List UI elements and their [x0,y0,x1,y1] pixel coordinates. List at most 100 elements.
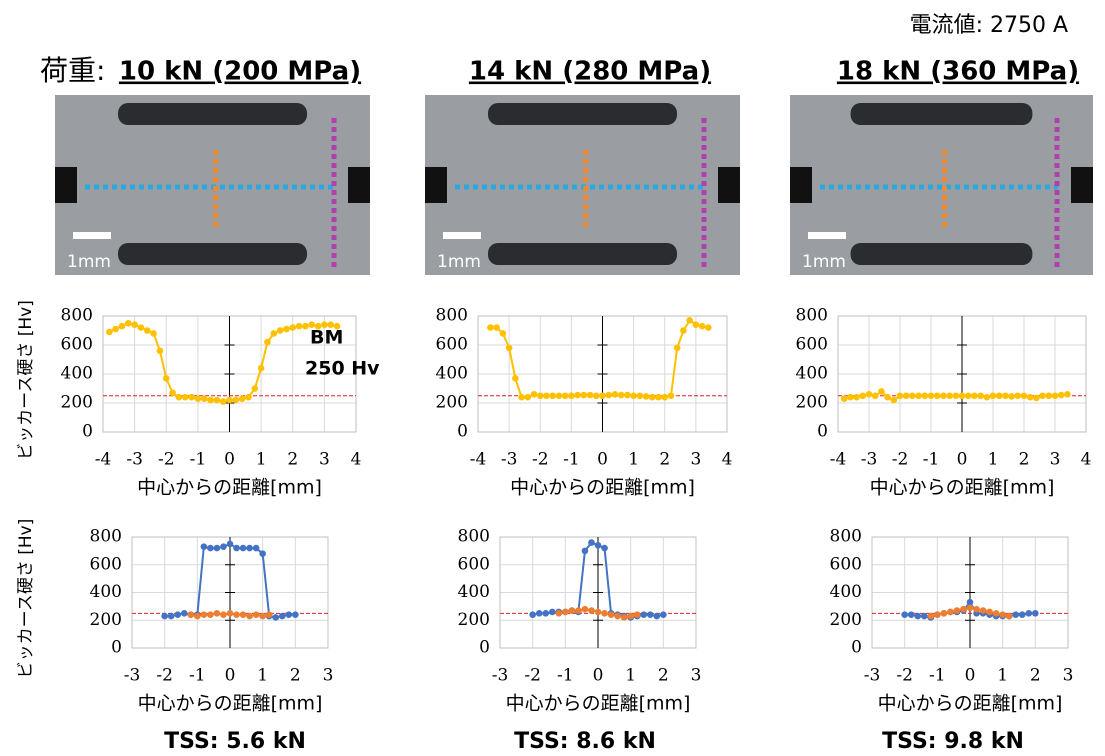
data-point [289,324,297,331]
y-tick-label: 400 [830,582,862,602]
data-point [964,392,972,400]
x-tick-label: -3 [492,666,509,686]
data-point [1026,393,1034,401]
data-point [586,391,594,399]
data-point [505,344,513,352]
data-point [226,540,234,548]
annotation: 250 Hv [305,358,380,380]
data-point [581,605,589,613]
data-point [252,544,260,552]
photo-band [488,243,677,265]
data-point [973,605,980,613]
data-point [238,395,246,402]
data-point [194,395,202,402]
data-point [232,396,240,404]
x-tick-label: -3 [864,666,881,686]
tss-label: TSS: 8.6 kN [514,729,656,754]
data-point [1014,392,1022,400]
y-tick-label: 200 [90,610,122,630]
data-point [890,396,898,404]
data-point [915,392,922,400]
data-point [871,392,879,400]
data-point [624,391,631,399]
data-point [292,611,299,618]
data-point [680,327,687,334]
x-axis-label: 中心からの距離[mm] [510,477,695,499]
data-point [1045,392,1053,400]
data-point [655,393,662,401]
data-point [1002,392,1009,400]
scale-label: 1mm [802,252,846,272]
data-point [620,614,628,621]
data-point [999,611,1006,618]
x-tick-label: -2 [896,666,913,686]
scale-label: 1mm [437,252,481,272]
photo-band [850,243,1033,265]
x-tick-label: -3 [501,450,518,470]
y-tick-label: 200 [436,393,468,413]
x-tick-label: 0 [965,666,976,686]
load-prefix: 荷重: [40,54,105,87]
data-point [213,396,221,404]
data-point [605,391,613,399]
data-point [150,330,157,337]
data-point [561,392,569,400]
data-point [958,392,966,400]
data-point [649,393,656,401]
x-tick-label: 1 [257,666,268,686]
data-point [588,539,595,546]
data-point [180,610,188,617]
y-tick-label: 800 [61,306,93,326]
x-tick-label: -2 [156,666,173,686]
data-point [617,391,625,399]
y-tick-label: 600 [90,554,122,574]
x-tick-label: 2 [287,450,298,470]
data-point [673,344,681,352]
data-point [1025,610,1033,617]
y-tick-label: 600 [436,335,468,355]
data-point [971,392,978,400]
data-point [543,392,550,400]
y-tick-label: 400 [436,364,468,384]
data-point [226,610,234,617]
y-tick-label: 0 [111,638,122,658]
x-tick-label: 3 [1063,666,1074,686]
x-tick-label: 1 [988,450,999,470]
data-point [549,392,556,400]
data-point [847,393,854,401]
photo-band [118,103,307,125]
y-tick-label: 800 [458,527,490,547]
x-tick-label: -1 [557,666,574,686]
data-point [285,611,293,618]
data-point [1012,611,1020,618]
data-point [161,612,168,620]
x-tick-label: 1 [256,450,267,470]
x-axis-label: 中心からの距離[mm] [870,477,1055,499]
data-point [580,391,588,399]
data-point [995,392,1003,400]
data-point [920,612,928,620]
data-point [200,543,208,551]
photo-notch [1071,167,1093,203]
data-point [686,317,693,324]
data-point [518,393,525,401]
data-point [259,550,266,557]
data-point [966,598,974,606]
data-point [270,330,278,337]
data-point [246,544,253,552]
y-tick-label: 400 [90,582,122,602]
x-tick-label: 2 [1019,450,1030,470]
annotation: BM [310,327,343,349]
data-point [859,392,867,400]
y-tick-label: 200 [830,610,862,630]
x-tick-label: 0 [957,450,968,470]
x-tick-label: -2 [892,450,909,470]
y-tick-label: 0 [479,638,490,658]
data-point [131,321,138,329]
data-point [187,611,195,618]
data-point [568,392,575,400]
data-point [137,324,145,331]
data-point [601,610,608,617]
data-point [642,393,650,400]
data-point [555,392,563,400]
